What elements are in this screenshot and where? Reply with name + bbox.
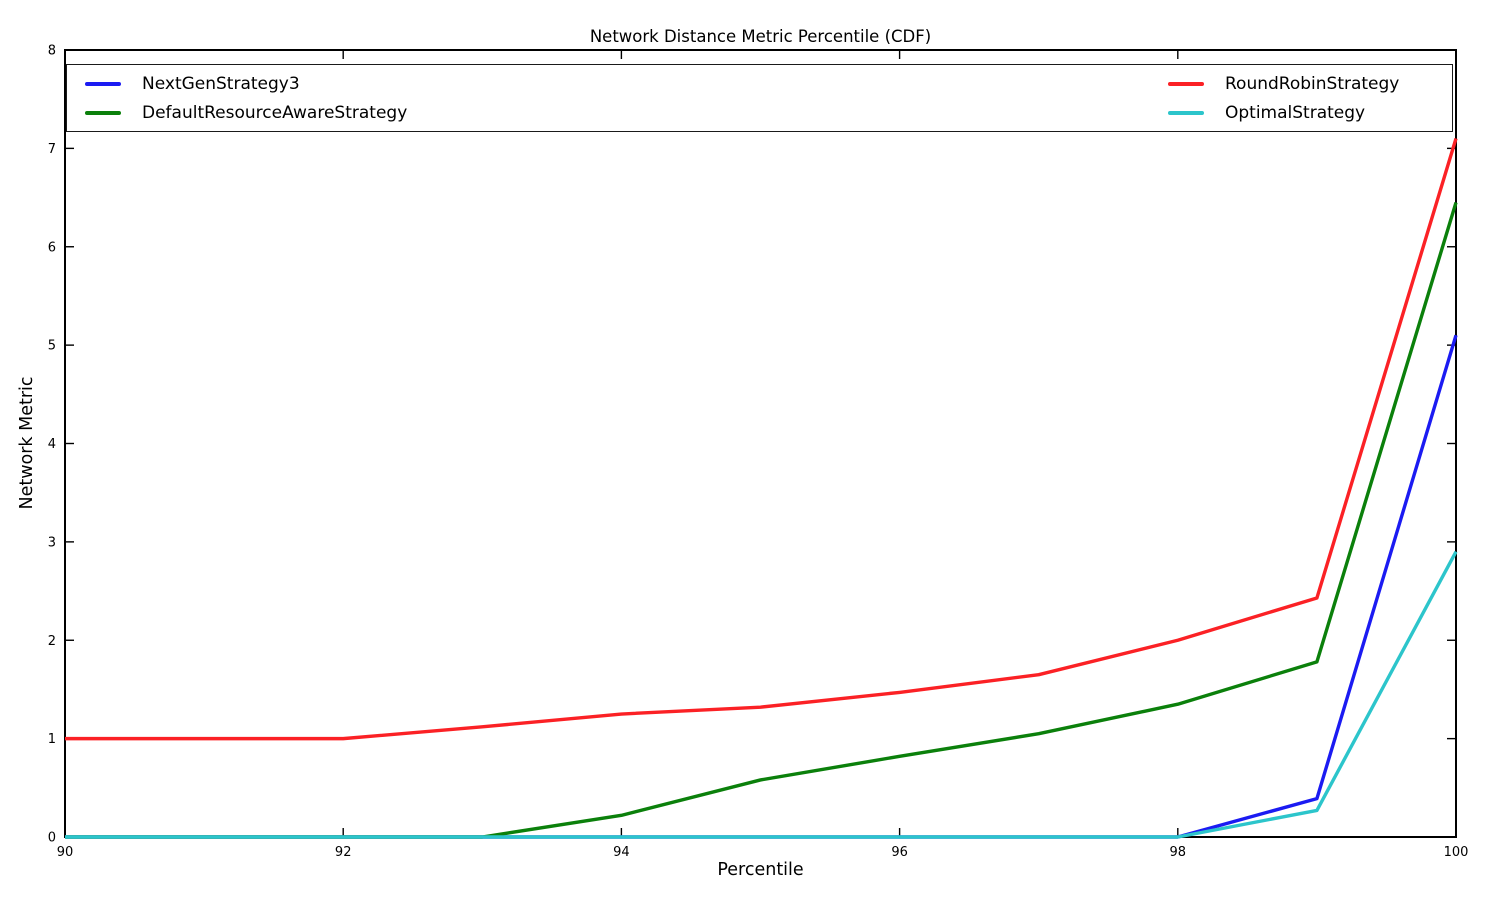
y-tick-label: 4: [48, 437, 56, 452]
legend-column: NextGenStrategy3 DefaultResourceAwareStra…: [85, 69, 407, 127]
y-tick-label: 0: [48, 831, 56, 846]
legend-item: OptimalStrategy: [1168, 98, 1399, 127]
series-line-optimalstrategy: [65, 550, 1458, 839]
legend: NextGenStrategy3 DefaultResourceAwareStra…: [66, 64, 1453, 132]
chart-title: Network Distance Metric Percentile (CDF): [589, 27, 932, 46]
y-axis-label: Network Metric: [17, 376, 37, 510]
x-tick-label: 96: [891, 845, 908, 860]
series-line-roundrobinstrategy: [65, 138, 1458, 741]
legend-label: OptimalStrategy: [1225, 102, 1366, 123]
x-tick-label: 98: [1170, 845, 1187, 860]
legend-line-swatch: [1168, 110, 1204, 115]
series-line-nextgenstrategy3: [65, 334, 1458, 839]
x-tick-label: 100: [1444, 845, 1469, 860]
series-line-defaultresourceawarestrategy: [65, 201, 1458, 839]
legend-line-swatch: [85, 81, 121, 86]
plot-border: [64, 49, 1457, 838]
legend-column: RoundRobinStrategy OptimalStrategy: [1168, 69, 1399, 127]
y-tick-label: 8: [48, 44, 56, 59]
x-tick-label: 90: [57, 845, 74, 860]
legend-line-swatch: [85, 110, 121, 115]
y-tick-label: 1: [48, 732, 56, 747]
legend-label: NextGenStrategy3: [142, 73, 300, 94]
legend-label: RoundRobinStrategy: [1225, 73, 1400, 94]
y-tick-label: 5: [48, 339, 56, 354]
legend-label: DefaultResourceAwareStrategy: [142, 102, 408, 123]
legend-item: DefaultResourceAwareStrategy: [85, 98, 407, 127]
legend-item: RoundRobinStrategy: [1168, 69, 1399, 98]
y-tick-label: 6: [48, 240, 56, 255]
y-tick-label: 2: [48, 634, 56, 649]
y-tick-label: 3: [48, 535, 56, 550]
legend-item: NextGenStrategy3: [85, 69, 407, 98]
legend-line-swatch: [1168, 81, 1204, 86]
y-tick-label: 7: [48, 142, 56, 157]
x-tick-label: 92: [335, 845, 352, 860]
x-tick-label: 94: [613, 845, 630, 860]
x-axis-label: Percentile: [717, 860, 804, 880]
